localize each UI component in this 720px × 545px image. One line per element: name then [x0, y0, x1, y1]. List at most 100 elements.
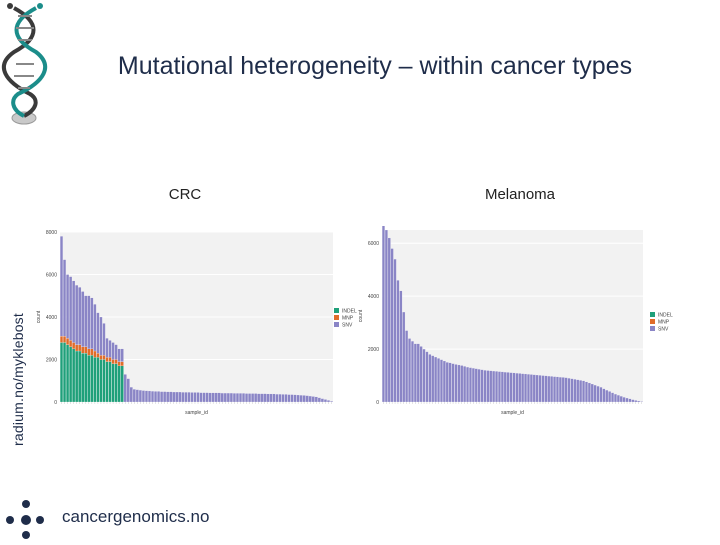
bar-snv: [483, 370, 487, 403]
bar-snv: [226, 392, 230, 403]
bar-mnp: [111, 359, 115, 364]
bar-snv: [628, 398, 632, 403]
bar-snv: [75, 285, 79, 345]
bar-snv: [602, 388, 606, 403]
bar-snv: [599, 387, 603, 403]
legend-label: INDEL: [658, 313, 673, 319]
bar-snv: [66, 274, 70, 339]
bar-snv: [622, 397, 626, 403]
bar-snv: [384, 229, 388, 403]
bar-snv: [422, 348, 426, 403]
bar-snv: [311, 396, 315, 403]
legend-key-indel: [650, 312, 655, 317]
slide-title: Mutational heterogeneity – within cancer…: [117, 52, 633, 80]
bar-snv: [408, 338, 411, 403]
bar-snv: [308, 395, 312, 403]
bar-mnp: [105, 357, 109, 362]
bar-snv: [529, 374, 533, 403]
bar-snv: [402, 311, 406, 403]
bar-snv: [416, 343, 420, 403]
bar-mnp: [66, 338, 70, 345]
bar-indel: [105, 361, 109, 403]
bar-snv: [193, 392, 197, 403]
bar-snv: [390, 248, 394, 403]
bar-mnp: [96, 353, 100, 358]
bar-snv: [590, 383, 594, 403]
bar-snv: [251, 393, 255, 403]
bar-snv: [492, 370, 496, 403]
bar-mnp: [108, 357, 112, 362]
bar-snv: [506, 372, 510, 403]
bar-snv: [480, 369, 484, 403]
bar-indel: [93, 357, 97, 403]
bar-snv: [503, 371, 507, 403]
bar-indel: [84, 353, 88, 403]
y-tick-label: 0: [54, 400, 57, 406]
bar-indel: [81, 353, 85, 403]
bar-snv: [314, 396, 318, 403]
bar-indel: [60, 342, 63, 403]
bar-snv: [634, 400, 638, 403]
bar-snv: [411, 341, 414, 403]
bar-indel: [66, 344, 70, 403]
bar-snv: [399, 290, 403, 403]
bar-snv: [126, 378, 130, 403]
bar-snv: [151, 391, 154, 403]
bar-snv: [564, 377, 568, 403]
bar-snv: [495, 371, 498, 403]
bar-snv: [272, 393, 276, 403]
bar-snv: [614, 393, 617, 403]
bar-indel: [69, 346, 73, 403]
bar-snv: [570, 378, 574, 403]
bar-snv: [442, 360, 446, 403]
bar-snv: [585, 381, 588, 403]
bar-snv: [527, 374, 530, 403]
bar-snv: [558, 377, 562, 403]
bar-mnp: [81, 346, 85, 354]
bar-mnp: [72, 342, 76, 349]
bar-snv: [72, 280, 76, 343]
bar-snv: [323, 399, 327, 403]
y-tick-label: 4000: [46, 315, 57, 321]
bar-indel: [87, 355, 91, 403]
bar-snv: [160, 391, 164, 403]
bar-snv: [608, 391, 612, 403]
bar-mnp: [78, 344, 82, 352]
bar-snv: [148, 390, 151, 403]
bar-snv: [448, 362, 452, 403]
bar-snv: [428, 354, 432, 403]
bar-snv: [541, 375, 545, 403]
bar-snv: [248, 393, 252, 403]
chart-title-crc: CRC: [168, 186, 202, 203]
bar-snv: [287, 394, 291, 403]
bar-snv: [96, 312, 100, 354]
bar-snv: [431, 355, 435, 403]
bar-snv: [474, 368, 478, 403]
bar-snv: [175, 391, 179, 403]
bar-snv: [132, 389, 136, 403]
bar-snv: [460, 365, 464, 403]
bar-snv: [190, 392, 194, 403]
bar-mnp: [84, 346, 88, 354]
bar-snv: [587, 382, 591, 403]
bar-snv: [524, 373, 527, 403]
bar-snv: [281, 394, 285, 403]
bar-snv: [457, 364, 461, 403]
bar-indel: [102, 359, 106, 403]
bar-snv: [196, 392, 200, 403]
bar-indel: [63, 342, 67, 403]
bar-snv: [254, 393, 258, 403]
bar-snv: [208, 392, 212, 403]
bar-snv: [440, 359, 443, 403]
bar-snv: [111, 342, 115, 360]
bar-snv: [78, 287, 82, 345]
bar-snv: [302, 395, 306, 403]
legend-key-snv: [334, 322, 339, 327]
bar-snv: [434, 356, 438, 403]
bar-snv: [138, 390, 142, 403]
x-axis-label: sample_id: [501, 410, 524, 416]
bar-snv: [582, 380, 585, 403]
bar-indel: [78, 350, 82, 403]
bar-indel: [108, 361, 112, 403]
y-tick-label: 6000: [46, 273, 57, 279]
